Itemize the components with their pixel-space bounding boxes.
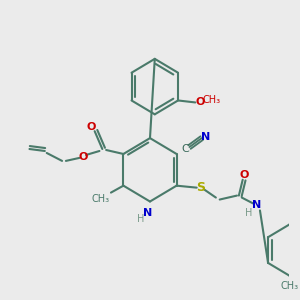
- Text: O: O: [195, 98, 205, 107]
- Text: C: C: [182, 144, 190, 154]
- Text: N: N: [143, 208, 153, 218]
- Text: S: S: [196, 181, 205, 194]
- Text: N: N: [201, 132, 210, 142]
- Text: H: H: [245, 208, 252, 218]
- Text: O: O: [240, 170, 249, 180]
- Text: CH₃: CH₃: [202, 95, 220, 106]
- Text: CH₃: CH₃: [91, 194, 110, 203]
- Text: CH₃: CH₃: [280, 281, 299, 291]
- Text: O: O: [86, 122, 95, 132]
- Text: H: H: [137, 214, 144, 224]
- Text: O: O: [79, 152, 88, 162]
- Text: N: N: [251, 200, 261, 211]
